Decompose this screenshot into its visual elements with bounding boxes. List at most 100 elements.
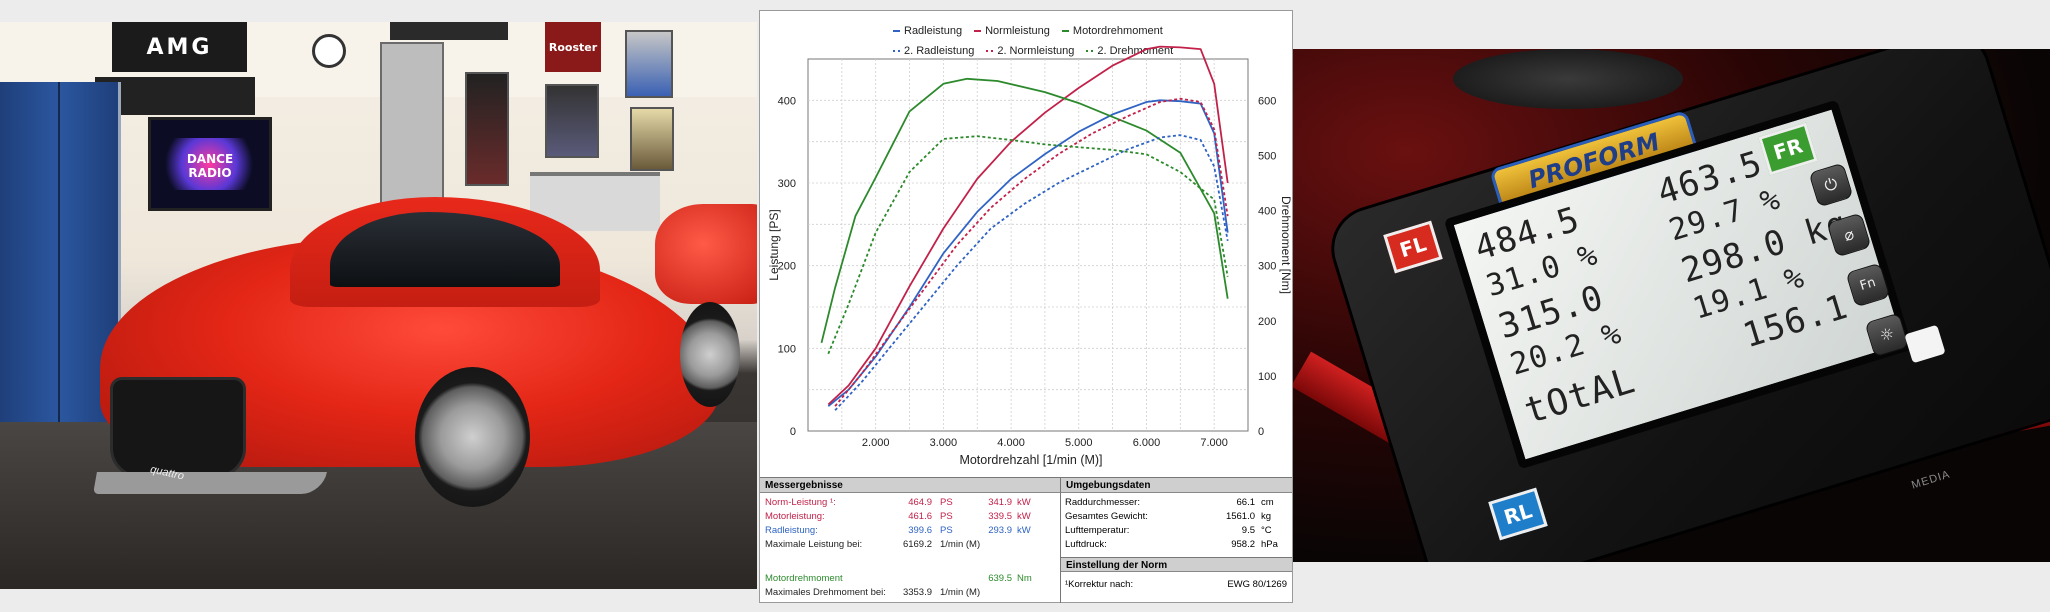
env-row: Luftdruck: 958.2 hPa — [1065, 538, 1287, 552]
y-tick-label-right: 400 — [1258, 206, 1276, 218]
legend-item: 2. Radleistung — [893, 45, 974, 57]
table-divider — [1060, 493, 1061, 603]
result-value: 464.9 — [908, 497, 932, 508]
env-unit: hPa — [1261, 539, 1278, 550]
norm-label: ¹Korrektur nach: — [1065, 579, 1134, 590]
norm-row: ¹Korrektur nach: EWG 80/1269 — [1065, 578, 1287, 592]
y-tick-label-right: 100 — [1258, 371, 1276, 383]
y-tick-label-right: 500 — [1258, 150, 1276, 162]
legend-label: Normleistung — [985, 25, 1050, 37]
result-unit: 1/min (M) — [940, 539, 981, 550]
legend-swatch — [974, 30, 982, 32]
series-line — [827, 45, 1229, 406]
env-unit: kg — [1261, 511, 1272, 522]
legend-label: 2. Radleistung — [904, 45, 975, 57]
top-banner — [390, 22, 508, 40]
legend-label: 2. Normleistung — [997, 45, 1075, 57]
y-tick-label-right: 600 — [1258, 95, 1276, 107]
y-tick-label-right: 0 — [1258, 426, 1264, 438]
legend-item: Motordrehmoment — [1061, 25, 1163, 37]
corvette-poster — [545, 84, 599, 158]
y-tick-label-left: 100 — [778, 343, 796, 355]
garage-door — [380, 42, 444, 226]
env-label: Gesamtes Gewicht: — [1065, 511, 1148, 522]
result-unit-2: kW — [1017, 525, 1031, 536]
y-tick-label-right: 200 — [1258, 316, 1276, 328]
y-axis-label-left: Leistung [PS] — [767, 209, 781, 280]
env-row: Gesamtes Gewicht: 1561.0 kg — [1065, 510, 1287, 524]
garage-car-photo: AMG Rooster DANCE RADIO quattro — [0, 22, 757, 589]
y-tick-label-right: 300 — [1258, 261, 1276, 273]
series-line — [834, 134, 1229, 411]
results-header: Messergebnisse — [760, 478, 1060, 493]
result-value: 461.6 — [908, 511, 932, 522]
tire-pressure-device-photo: PROFORM 484.5 463.5 31.0 % 29.7 % 315.0 … — [1293, 49, 2050, 562]
series-line — [827, 135, 1229, 355]
front-splitter — [93, 472, 327, 494]
result-label: Maximales Drehmoment bei: — [765, 587, 886, 598]
corona-poster — [630, 107, 674, 171]
gear-knob — [1453, 49, 1683, 109]
env-unit: cm — [1261, 497, 1274, 508]
result-unit-2: Nm — [1017, 573, 1032, 584]
x-tick-label: 7.000 — [1200, 437, 1228, 449]
legend-item: Radleistung — [893, 25, 962, 37]
tv-screen: DANCE RADIO — [148, 117, 272, 211]
result-value: 399.6 — [908, 525, 932, 536]
media-label: MEDIA — [1910, 468, 1952, 492]
x-tick-label: 6.000 — [1133, 437, 1161, 449]
result-label: Radleistung: — [765, 525, 818, 536]
result-value-2: 639.5 — [988, 573, 1012, 584]
y-tick-label-left: 300 — [778, 178, 796, 190]
result-label: Norm-Leistung ¹: — [765, 497, 836, 508]
result-unit: 1/min (M) — [940, 587, 981, 598]
wall-poster — [465, 72, 509, 186]
rooster-sign: Rooster — [545, 22, 601, 72]
legend-item: 2. Normleistung — [986, 45, 1074, 57]
env-header: Umgebungsdaten — [1060, 478, 1292, 493]
dyno-chart: 2.000 3.000 4.000 5.000 6.000 7.000 0 100 200 300… — [767, 45, 1292, 467]
results-area: Messergebnisse Umgebungsdaten Norm-Leist… — [760, 477, 1292, 603]
norm-value: EWG 80/1269 — [1227, 579, 1287, 590]
env-unit: °C — [1261, 525, 1272, 536]
env-label: Lufttemperatur: — [1065, 525, 1130, 536]
result-row: Motorleistung: 461.6 PS 339.5 kW — [765, 510, 1055, 524]
result-value-2: 339.5 — [988, 511, 1012, 522]
legend-item: Normleistung — [974, 25, 1050, 37]
wall-clock — [312, 34, 346, 68]
car-grille — [110, 377, 246, 478]
env-value: 9.5 — [1241, 525, 1255, 536]
result-row: Norm-Leistung ¹: 464.9 PS 341.9 kW — [765, 496, 1055, 510]
result-unit-2: kW — [1017, 511, 1031, 522]
y-tick-label-left: 0 — [790, 426, 796, 438]
legend-swatch — [893, 50, 900, 52]
y-tick-label-left: 200 — [778, 261, 796, 273]
legend-label: Motordrehmoment — [1072, 25, 1163, 37]
x-axis-label: Motordrehzahl [1/min (M)] — [959, 453, 1102, 467]
dyno-chart-panel: Radleistung Normleistung Motordrehmoment 2… — [759, 10, 1293, 603]
x-tick-label: 3.000 — [930, 437, 958, 449]
amg-sign: AMG — [112, 22, 247, 72]
legend-label: Radleistung — [904, 25, 963, 37]
second-red-car — [655, 204, 757, 304]
env-value: 958.2 — [1231, 539, 1255, 550]
result-row: Maximale Leistung bei: 6169.2 1/min (M) — [765, 538, 1055, 552]
result-row: Motordrehmoment 639.5 Nm — [765, 572, 1055, 586]
y-axis-label-right: Drehmoment [Nm] — [1279, 196, 1292, 294]
result-label: Maximale Leistung bei: — [765, 539, 863, 550]
x-tick-label: 2.000 — [862, 437, 890, 449]
mopar-poster — [625, 30, 673, 98]
result-unit: PS — [940, 497, 953, 508]
result-unit: PS — [940, 525, 953, 536]
x-tick-label: 4.000 — [997, 437, 1025, 449]
banner-sign — [95, 77, 255, 115]
rear-wheel — [680, 302, 740, 407]
result-label: Motorleistung: — [765, 511, 825, 522]
legend-swatch — [1086, 50, 1094, 52]
env-value: 66.1 — [1236, 497, 1256, 508]
tv-label: DANCE RADIO — [186, 152, 234, 180]
result-value-2: 293.9 — [988, 525, 1012, 536]
result-row: Radleistung: 399.6 PS 293.9 kW — [765, 524, 1055, 538]
y-tick-label-left: 400 — [778, 95, 796, 107]
legend-swatch — [1061, 30, 1069, 32]
